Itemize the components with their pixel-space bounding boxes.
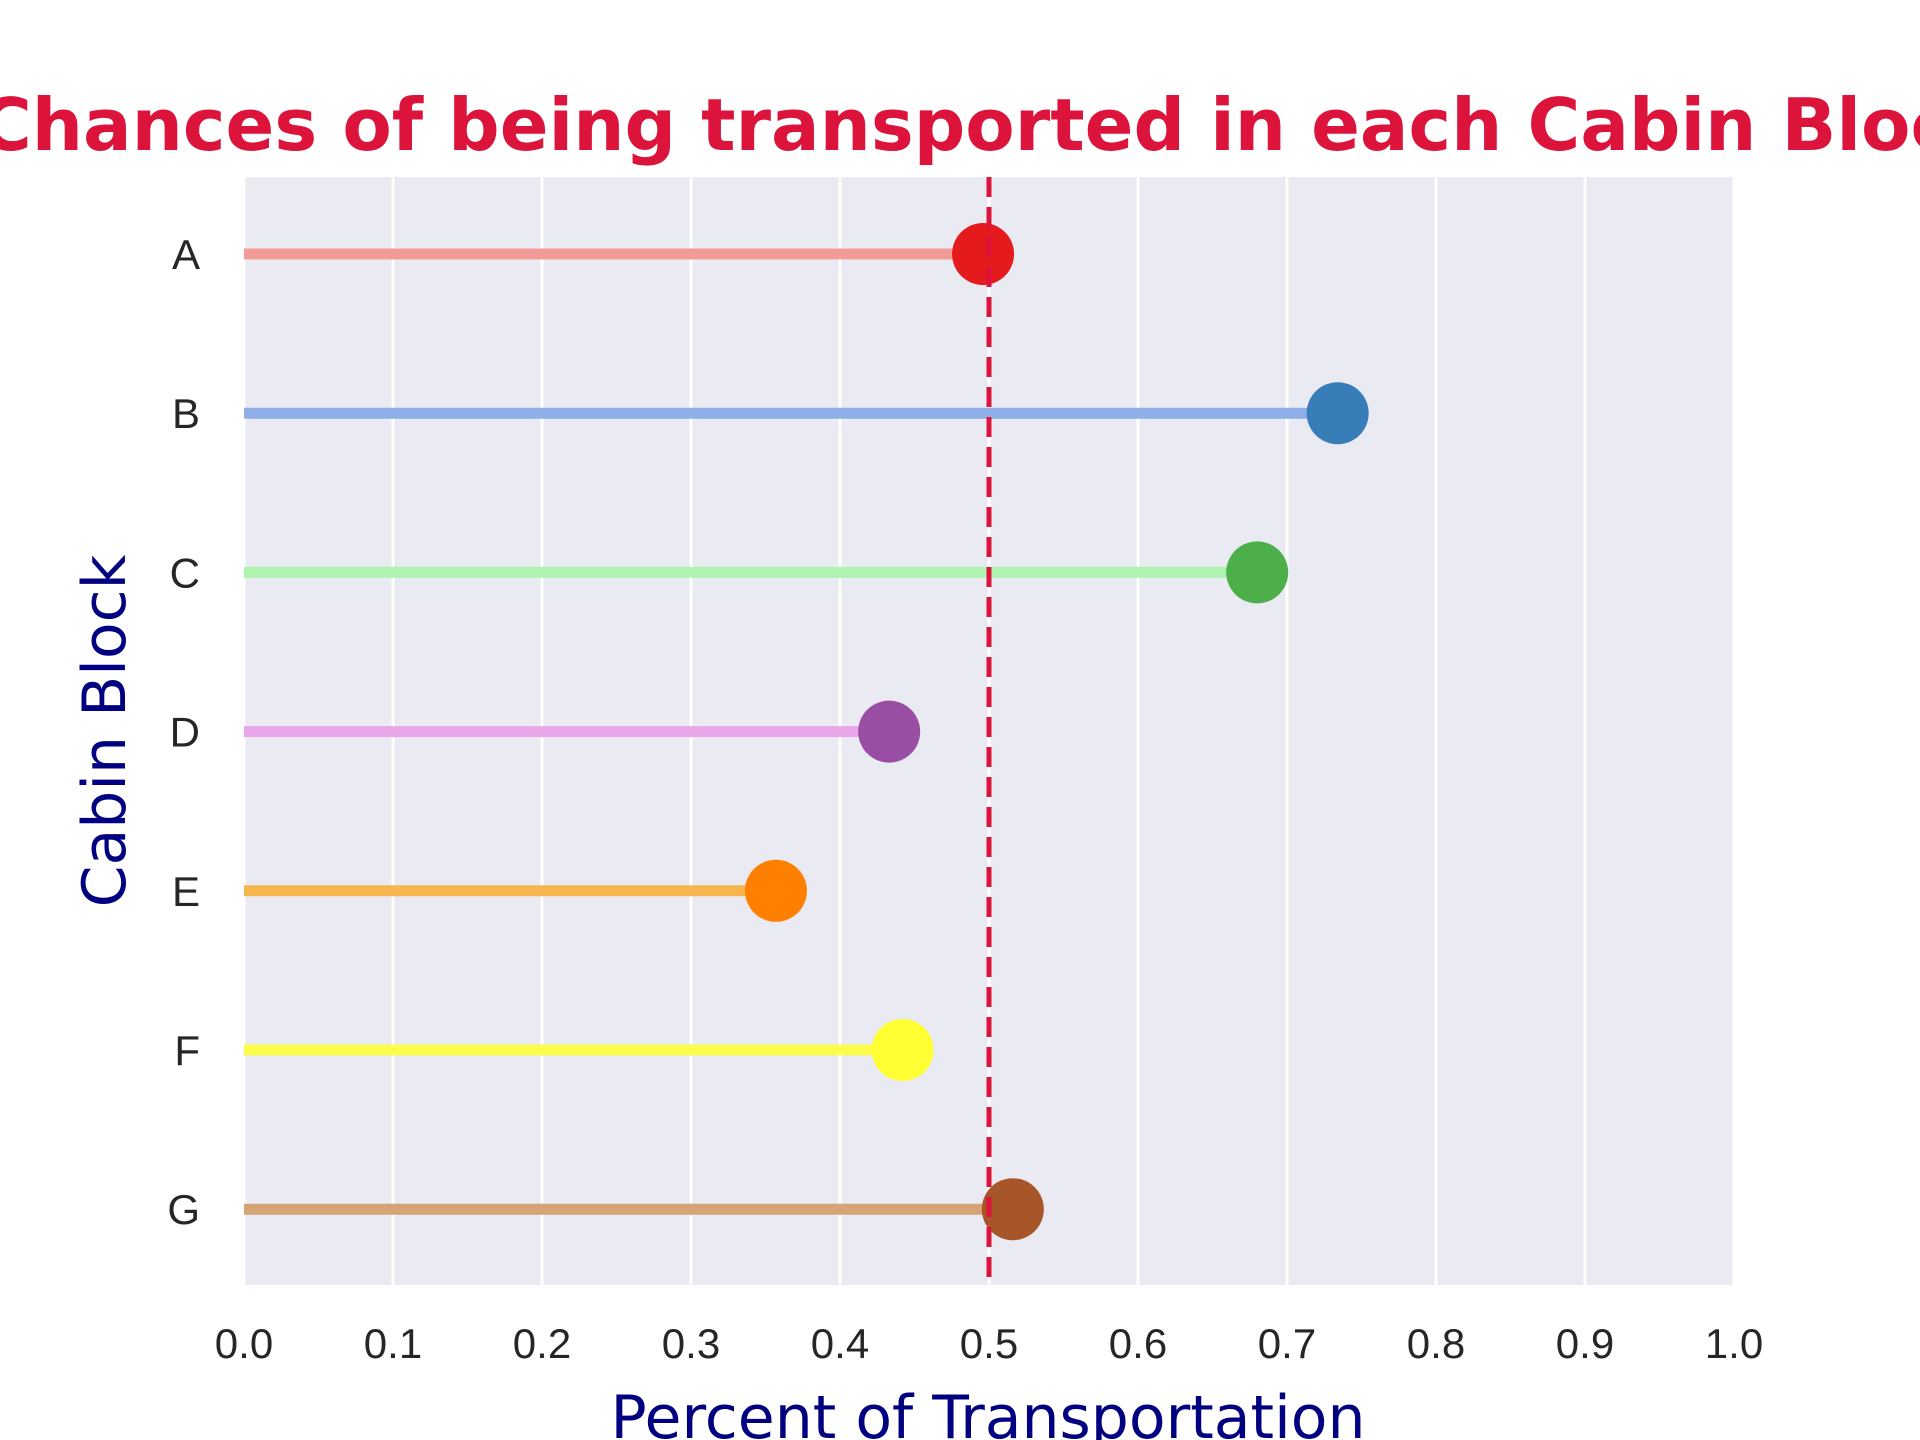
x-tick-label: 0.7 [1258, 1320, 1316, 1367]
y-tick-label: B [172, 390, 200, 437]
y-tick-label: F [174, 1027, 200, 1074]
x-tick-label: 1.0 [1705, 1320, 1763, 1367]
y-tick-label: D [170, 709, 200, 756]
x-tick-label: 0.0 [215, 1320, 273, 1367]
x-tick-label: 0.8 [1407, 1320, 1465, 1367]
dot-d [858, 700, 921, 763]
dot-g [981, 1178, 1044, 1241]
y-tick-label: A [172, 231, 200, 278]
dot-b [1306, 382, 1369, 445]
x-tick-label: 0.9 [1556, 1320, 1614, 1367]
x-tick-label: 0.4 [811, 1320, 869, 1367]
chart-title: Chances of being transported in each Cab… [0, 83, 1920, 167]
dot-c [1226, 541, 1289, 604]
x-tick-label: 0.5 [960, 1320, 1018, 1367]
lollipop-dots [744, 223, 1369, 1241]
x-tick-label: 0.3 [662, 1320, 720, 1367]
x-tick-label: 0.2 [513, 1320, 571, 1367]
y-tick-label: E [172, 868, 200, 915]
lollipop-stems [244, 248, 1338, 1215]
y-tick-label: C [170, 549, 200, 596]
x-axis-title: Percent of Transportation [611, 1383, 1366, 1440]
x-tick-label: 0.1 [364, 1320, 422, 1367]
x-tick-labels: 0.0 0.1 0.2 0.3 0.4 0.5 0.6 0.7 0.8 0.9 1.0 [215, 1320, 1763, 1367]
y-tick-labels: A B C D E F G [167, 231, 200, 1233]
dot-f [871, 1019, 934, 1081]
dot-e [744, 859, 807, 922]
y-axis-title: Cabin Block [70, 554, 140, 907]
x-tick-label: 0.6 [1109, 1320, 1167, 1367]
dot-a [952, 223, 1015, 285]
y-tick-label: G [167, 1186, 200, 1233]
